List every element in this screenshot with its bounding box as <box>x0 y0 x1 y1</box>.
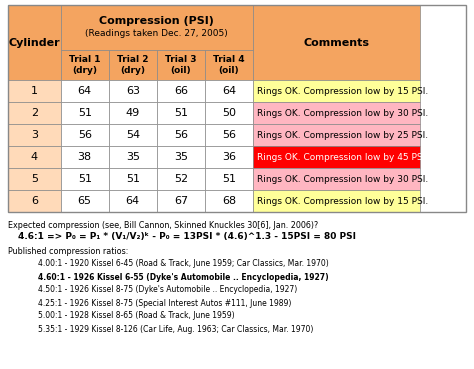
Text: Cylinder: Cylinder <box>9 38 60 48</box>
Text: 6: 6 <box>31 196 38 206</box>
Text: 3: 3 <box>31 130 38 140</box>
Bar <box>109 124 157 146</box>
Bar <box>61 168 109 190</box>
Bar <box>109 80 157 102</box>
Text: Expected compression (see, Bill Cannon, Skinned Knuckles 30[6], Jan. 2006)?: Expected compression (see, Bill Cannon, … <box>8 221 318 230</box>
Bar <box>205 190 253 212</box>
Bar <box>109 168 157 190</box>
Bar <box>157 168 205 190</box>
Bar <box>205 168 253 190</box>
Bar <box>8 190 61 212</box>
Bar <box>8 102 61 124</box>
Bar <box>61 190 109 212</box>
Text: 51: 51 <box>78 174 91 184</box>
Text: 4: 4 <box>31 152 38 162</box>
Text: 56: 56 <box>174 130 188 140</box>
Bar <box>8 80 61 102</box>
Bar <box>157 124 205 146</box>
Text: 4.6:1 => P₀ = P₁ * (V₁/V₂)ᵏ - P₀ = 13PSI * (4.6)^1.3 - 15PSI = 80 PSI: 4.6:1 => P₀ = P₁ * (V₁/V₂)ᵏ - P₀ = 13PSI… <box>18 232 356 241</box>
Text: 64: 64 <box>78 86 92 96</box>
Bar <box>61 102 109 124</box>
Bar <box>253 80 420 102</box>
Bar <box>253 146 420 168</box>
Text: 4.60:1 - 1926 Kissel 6-55 (Dyke's Automobile .. Encyclopedia, 1927): 4.60:1 - 1926 Kissel 6-55 (Dyke's Automo… <box>38 272 328 282</box>
Text: 68: 68 <box>222 196 236 206</box>
Text: 35: 35 <box>174 152 188 162</box>
Bar <box>157 146 205 168</box>
Bar <box>157 102 205 124</box>
Text: 64: 64 <box>126 196 140 206</box>
Bar <box>253 190 420 212</box>
Text: (Readings taken Dec. 27, 2005): (Readings taken Dec. 27, 2005) <box>85 29 228 38</box>
Text: Trial 1
(dry): Trial 1 (dry) <box>69 55 100 75</box>
Text: Rings OK. Compression low by 45 PSI!: Rings OK. Compression low by 45 PSI! <box>257 152 429 162</box>
Text: 4.25:1 - 1926 Kissel 8-75 (Special Interest Autos #111, June 1989): 4.25:1 - 1926 Kissel 8-75 (Special Inter… <box>38 299 292 307</box>
Bar <box>157 190 205 212</box>
Text: 35: 35 <box>126 152 140 162</box>
Text: Trial 3
(oil): Trial 3 (oil) <box>165 55 197 75</box>
Bar <box>8 168 61 190</box>
Text: Published compression ratios:: Published compression ratios: <box>8 248 128 256</box>
Bar <box>61 50 109 80</box>
Bar <box>205 146 253 168</box>
Bar <box>61 146 109 168</box>
Text: 54: 54 <box>126 130 140 140</box>
Text: Trial 4
(oil): Trial 4 (oil) <box>213 55 245 75</box>
Text: Rings OK. Compression low by 25 PSI.: Rings OK. Compression low by 25 PSI. <box>257 131 428 139</box>
Bar <box>157 80 205 102</box>
Bar <box>253 5 420 80</box>
Bar <box>8 124 61 146</box>
Text: 56: 56 <box>222 130 236 140</box>
Text: Comments: Comments <box>304 38 370 48</box>
Bar <box>61 80 109 102</box>
Bar <box>253 124 420 146</box>
Text: 56: 56 <box>78 130 91 140</box>
Bar <box>8 5 61 80</box>
Text: 49: 49 <box>126 108 140 118</box>
Text: 5: 5 <box>31 174 38 184</box>
Bar <box>205 50 253 80</box>
Text: 5.35:1 - 1929 Kissel 8-126 (Car Life, Aug. 1963; Car Classics, Mar. 1970): 5.35:1 - 1929 Kissel 8-126 (Car Life, Au… <box>38 324 313 334</box>
Text: 51: 51 <box>222 174 236 184</box>
Bar <box>61 124 109 146</box>
Bar <box>205 80 253 102</box>
Text: Rings OK. Compression low by 30 PSI.: Rings OK. Compression low by 30 PSI. <box>257 108 428 117</box>
Text: 51: 51 <box>174 108 188 118</box>
Bar <box>253 168 420 190</box>
Text: 5.00:1 - 1928 Kissel 8-65 (Road & Track, June 1959): 5.00:1 - 1928 Kissel 8-65 (Road & Track,… <box>38 311 235 321</box>
Text: Compression (PSI): Compression (PSI) <box>100 17 214 27</box>
Text: 66: 66 <box>174 86 188 96</box>
Text: Rings OK. Compression low by 30 PSI.: Rings OK. Compression low by 30 PSI. <box>257 175 428 183</box>
Bar <box>157 50 205 80</box>
Text: 63: 63 <box>126 86 140 96</box>
Text: 52: 52 <box>174 174 188 184</box>
Text: 36: 36 <box>222 152 236 162</box>
Bar <box>109 102 157 124</box>
Bar <box>8 146 61 168</box>
Bar <box>205 124 253 146</box>
Text: 50: 50 <box>222 108 236 118</box>
Text: Trial 2
(dry): Trial 2 (dry) <box>117 55 148 75</box>
Text: Rings OK. Compression low by 15 PSI.: Rings OK. Compression low by 15 PSI. <box>257 86 428 96</box>
Text: 2: 2 <box>31 108 38 118</box>
Text: 1: 1 <box>31 86 38 96</box>
Bar <box>205 102 253 124</box>
Text: 4.00:1 - 1920 Kissel 6-45 (Road & Track, June 1959; Car Classics, Mar. 1970): 4.00:1 - 1920 Kissel 6-45 (Road & Track,… <box>38 259 329 269</box>
Bar <box>8 5 466 212</box>
Bar <box>253 102 420 124</box>
Text: 51: 51 <box>126 174 140 184</box>
Bar <box>109 146 157 168</box>
Text: 65: 65 <box>78 196 91 206</box>
Text: 51: 51 <box>78 108 91 118</box>
Text: 4.50:1 - 1926 Kissel 8-75 (Dyke's Automobile .. Encyclopedia, 1927): 4.50:1 - 1926 Kissel 8-75 (Dyke's Automo… <box>38 286 297 294</box>
Text: 64: 64 <box>222 86 236 96</box>
Bar <box>61 5 253 50</box>
Text: 67: 67 <box>174 196 188 206</box>
Text: Rings OK. Compression low by 15 PSI.: Rings OK. Compression low by 15 PSI. <box>257 197 428 206</box>
Bar <box>109 50 157 80</box>
Bar <box>109 190 157 212</box>
Text: 38: 38 <box>78 152 92 162</box>
